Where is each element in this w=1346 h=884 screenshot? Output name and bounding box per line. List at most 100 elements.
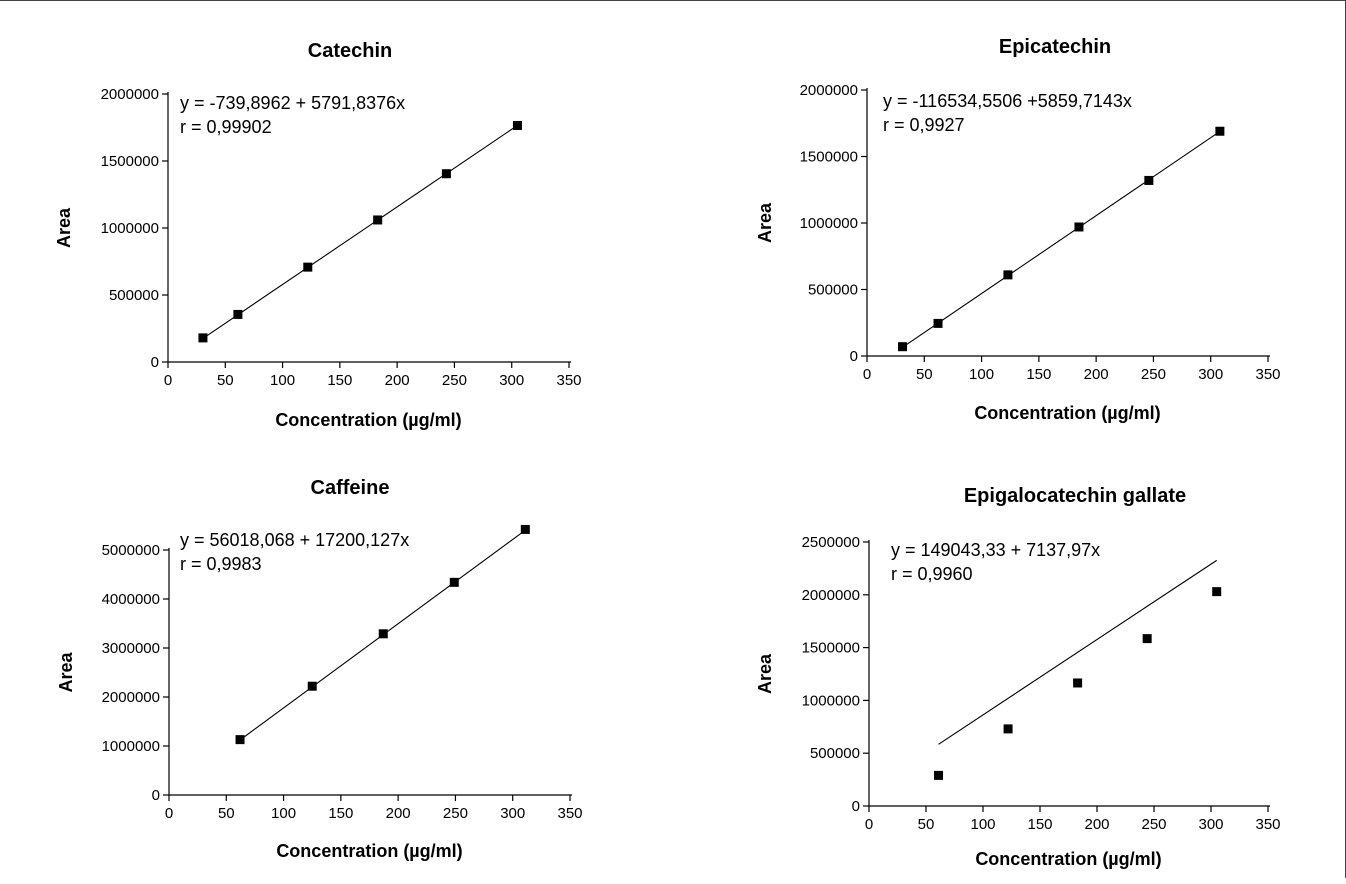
chart-caffeine: Caffeine 0 1000000 2000000 3000000 4000000 500…	[0, 440, 673, 879]
correlation-coefficient: r = 0,99902	[180, 117, 272, 137]
data-point	[307, 681, 317, 691]
data-point	[1003, 270, 1013, 280]
y-tick-label: 0	[152, 787, 160, 804]
y-tick-label: 3000000	[102, 640, 160, 657]
y-tick-label: 500000	[810, 745, 860, 762]
y-tick-label: 500000	[109, 287, 159, 304]
x-tick-label: 250	[442, 372, 467, 389]
y-tick-label: 500000	[808, 282, 858, 299]
data-point	[1144, 175, 1154, 185]
chart-catechin-svg: Catechin 0 500000 1000000 1500000 2000000 0 50 1…	[54, 40, 582, 430]
x-tick-label: 150	[1027, 816, 1052, 833]
regression-line	[938, 559, 1218, 745]
data-point	[520, 524, 530, 534]
x-tick-label: 150	[1026, 366, 1051, 383]
data-point	[1142, 634, 1152, 644]
chart-title: Epigalocatechin gallate	[964, 485, 1186, 507]
y-tick-label: 1500000	[101, 153, 159, 170]
x-tick-label: 300	[1198, 366, 1223, 383]
y-tick-label: 2000000	[800, 82, 858, 99]
chart-title: Epicatechin	[999, 36, 1111, 58]
y-tick-label: 0	[852, 798, 860, 815]
chart-epicatechin-svg: Epicatechin 0 500000 1000000 1500000 2000000 0…	[755, 36, 1281, 423]
data-point	[378, 629, 388, 639]
y-tick-label: 4000000	[102, 591, 160, 608]
data-point	[441, 169, 451, 179]
x-tick-label: 0	[164, 372, 172, 389]
data-point	[1003, 724, 1013, 734]
data-point	[1212, 587, 1222, 597]
x-tick-label: 0	[165, 805, 173, 822]
y-tick-label: 2000000	[101, 86, 159, 103]
correlation-coefficient: r = 0,9983	[180, 554, 262, 574]
y-tick-label: 1500000	[800, 149, 858, 166]
x-tick-label: 50	[918, 816, 935, 833]
x-tick-label: 250	[1141, 366, 1166, 383]
y-tick-label: 1500000	[802, 640, 860, 657]
x-axis-label: Concentration (µg/ml)	[975, 849, 1161, 869]
regression-equation: y = -739,8962 + 5791,8376x	[180, 93, 405, 113]
y-axis-label: Area	[54, 207, 74, 248]
x-tick-label: 0	[865, 816, 873, 833]
chart-title: Catechin	[308, 40, 392, 62]
chart-epicatechin: Epicatechin 0 500000 1000000 1500000 2000000 0…	[673, 1, 1346, 440]
x-tick-label: 100	[271, 805, 296, 822]
data-point	[1215, 126, 1225, 136]
data-point	[512, 120, 522, 130]
x-tick-label: 150	[327, 372, 352, 389]
y-tick-label: 2000000	[102, 689, 160, 706]
x-tick-label: 200	[1084, 816, 1109, 833]
regression-equation: y = 149043,33 + 7137,97x	[891, 540, 1100, 560]
regression-equation: y = 56018,068 + 17200,127x	[180, 530, 409, 550]
x-tick-label: 300	[500, 805, 525, 822]
y-axis-label: Area	[56, 652, 76, 693]
y-tick-label: 1000000	[802, 692, 860, 709]
data-point	[1073, 678, 1083, 688]
x-tick-label: 100	[969, 366, 994, 383]
y-axis-label: Area	[755, 653, 775, 694]
y-tick-label: 5000000	[102, 542, 160, 559]
data-point	[1074, 222, 1084, 232]
chart-catechin: Catechin 0 500000 1000000 1500000 2000000 0 50 1…	[0, 1, 673, 440]
data-point	[198, 333, 208, 343]
x-tick-label: 0	[863, 366, 871, 383]
x-tick-label: 350	[557, 805, 582, 822]
x-axis-label: Concentration (µg/ml)	[974, 403, 1160, 423]
x-tick-label: 300	[499, 372, 524, 389]
x-tick-label: 350	[1255, 366, 1280, 383]
data-point	[449, 577, 459, 587]
data-point	[233, 309, 243, 319]
x-axis-label: Concentration (µg/ml)	[275, 410, 461, 430]
x-axis-label: Concentration (µg/ml)	[276, 841, 462, 861]
regression-line	[902, 131, 1221, 348]
x-tick-label: 50	[217, 372, 234, 389]
x-tick-label: 150	[328, 805, 353, 822]
y-axis-label: Area	[755, 202, 775, 243]
x-tick-label: 350	[556, 372, 581, 389]
x-tick-label: 50	[916, 366, 933, 383]
x-tick-label: 200	[1084, 366, 1109, 383]
data-point	[933, 318, 943, 328]
y-tick-label: 1000000	[800, 215, 858, 232]
chart-title: Caffeine	[311, 477, 390, 499]
y-tick-label: 1000000	[102, 738, 160, 755]
x-tick-label: 250	[443, 805, 468, 822]
x-tick-label: 50	[218, 805, 235, 822]
y-tick-label: 2500000	[802, 534, 860, 551]
y-tick-label: 0	[850, 348, 858, 365]
x-tick-label: 350	[1255, 816, 1280, 833]
chart-caffeine-svg: Caffeine01000000200000030000004000000500…	[56, 477, 583, 861]
chart-egcg-svg: Epigalocatechin gallate 0 500000 1000000 150…	[755, 485, 1281, 869]
correlation-coefficient: r = 0,9960	[891, 564, 973, 584]
x-tick-label: 200	[386, 805, 411, 822]
data-point	[934, 770, 944, 780]
chart-egcg: Epigalocatechin gallate 0 500000 1000000 150…	[673, 440, 1346, 879]
regression-equation: y = -116534,5506 +5859,7143x	[883, 91, 1132, 111]
y-tick-label: 0	[151, 354, 159, 371]
x-tick-label: 100	[270, 372, 295, 389]
data-point	[373, 215, 383, 225]
y-tick-label: 1000000	[101, 220, 159, 237]
y-tick-label: 2000000	[802, 587, 860, 604]
x-tick-label: 300	[1198, 816, 1223, 833]
